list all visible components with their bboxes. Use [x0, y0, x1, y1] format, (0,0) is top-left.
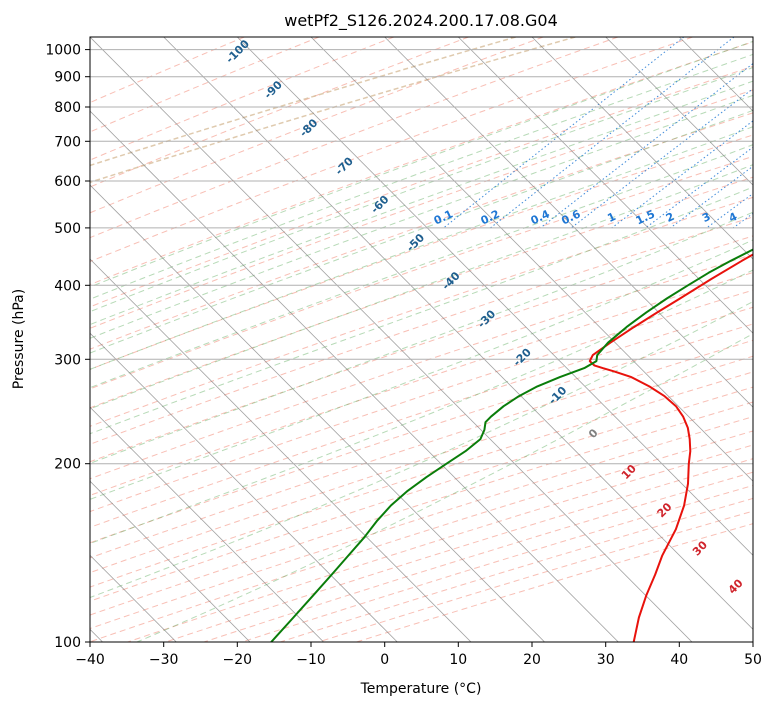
- x-tick-label: −30: [149, 652, 179, 668]
- isotherm-line: [90, 184, 545, 642]
- moist-adiabat-line: [90, 186, 753, 435]
- x-tick-label: 20: [523, 652, 541, 668]
- moist-adiabat-line: [90, 109, 753, 354]
- dry-adiabat-line: [90, 37, 544, 214]
- x-tick-label: −20: [223, 652, 253, 668]
- y-tick-label: 200: [54, 457, 81, 473]
- dry-adiabat-line: [90, 371, 753, 588]
- x-axis-ticks: −40 −30 −20 −10 0 10 20 30 40 50: [75, 642, 762, 668]
- dry-adiabat-line: [90, 386, 753, 602]
- moist-adiabat-line: [90, 301, 753, 599]
- moist-adiabats: [90, 40, 753, 642]
- x-axis-label: Temperature (°C): [360, 681, 482, 697]
- dry-adiabat-line: [280, 497, 753, 642]
- moist-adiabat-line: [90, 164, 753, 410]
- dry-adiabat-line: [356, 523, 753, 642]
- chart-title: wetPf2_S126.2024.200.17.08.G04: [284, 11, 558, 31]
- dry-adiabat-line: [90, 271, 753, 496]
- mixing-ratio-line: [540, 62, 753, 229]
- plot-frame: [89, 36, 754, 643]
- dry-adiabat-line: [90, 37, 394, 161]
- y-axis-ticks: 100 200 300 400 500 600 700 800 900 1000: [45, 43, 90, 651]
- isotherm-line: [90, 480, 251, 642]
- dry-adiabat-line: [90, 401, 753, 616]
- dry-adiabat-line: [90, 37, 619, 239]
- y-tick-label: 500: [54, 221, 81, 237]
- x-tick-label: −10: [296, 652, 326, 668]
- plot-area: -100-90-80-70-60-50-40-30-20-10010203040…: [90, 37, 753, 642]
- isotherm-line: [90, 258, 472, 642]
- x-tick-label: 0: [380, 652, 389, 668]
- isotherm-line: [90, 37, 693, 642]
- y-tick-label: 400: [54, 278, 81, 294]
- x-tick-label: 40: [670, 652, 688, 668]
- moist-adiabat-line: [90, 80, 753, 326]
- isotherm-line: [458, 37, 753, 334]
- dry-adiabat-line: [90, 89, 753, 329]
- isobar-gridlines: [90, 49, 753, 642]
- moist-adiabat-line: [136, 333, 753, 642]
- dry-adiabat-line: [90, 306, 753, 528]
- y-tick-label: 800: [54, 100, 81, 116]
- moist-adiabat-line: [90, 144, 753, 389]
- x-tick-label: 30: [597, 652, 615, 668]
- moist-adiabat-line: [90, 66, 753, 313]
- x-tick-label: 50: [744, 652, 762, 668]
- moist-adiabat-line: [90, 53, 753, 300]
- y-tick-label: 100: [54, 635, 81, 651]
- isotherm-line: [163, 37, 753, 630]
- isotherm-line: [384, 37, 753, 408]
- mixing-ratio-lines: [443, 37, 753, 229]
- y-tick-label: 1000: [45, 43, 81, 59]
- x-tick-label: 10: [449, 652, 467, 668]
- y-tick-label: 700: [54, 134, 81, 150]
- dry-adiabat-line: [90, 289, 753, 513]
- moist-adiabat-line: [90, 126, 753, 370]
- dry-adiabats: [90, 37, 753, 642]
- isotherms: [90, 37, 753, 642]
- moist-adiabat-line: [90, 40, 753, 288]
- x-tick-label: −40: [75, 652, 105, 668]
- moist-adiabat-line: [90, 269, 753, 545]
- isotherm-line: [531, 37, 753, 260]
- y-tick-label: 600: [54, 174, 81, 190]
- isotherm-line: [90, 406, 324, 642]
- y-axis-label: Pressure (hPa): [11, 289, 27, 389]
- moist-adiabat-line: [90, 239, 753, 500]
- isotherm-line: [90, 110, 619, 642]
- isotherm-line: [605, 37, 753, 186]
- dry-adiabat-line: [90, 339, 753, 559]
- dry-adiabat-line: [241, 484, 753, 642]
- isotherm-line: [90, 332, 398, 642]
- corner-curve-line: [90, 37, 576, 184]
- isotherm-line: [237, 37, 753, 556]
- corner-curve-line: [90, 37, 516, 167]
- dry-adiabat-line: [318, 510, 753, 642]
- y-tick-label: 900: [54, 70, 81, 86]
- mixing-ratio-line: [611, 120, 753, 229]
- profile-series: [270, 248, 753, 642]
- dry-adiabat-line: [90, 355, 753, 574]
- dry-adiabat-line: [90, 65, 753, 308]
- dewpoint-profile-line: [270, 248, 753, 642]
- dry-adiabat-line: [90, 323, 753, 544]
- y-tick-label: 300: [54, 352, 81, 368]
- temperature-profile-line: [588, 253, 753, 642]
- dry-adiabat-line: [203, 471, 753, 642]
